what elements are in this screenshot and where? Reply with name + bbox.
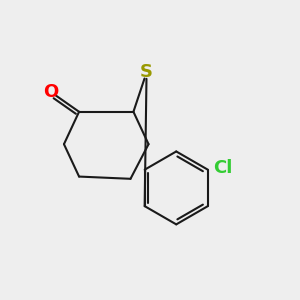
Text: O: O xyxy=(43,83,58,101)
Text: S: S xyxy=(140,63,153,81)
Text: Cl: Cl xyxy=(213,159,232,177)
